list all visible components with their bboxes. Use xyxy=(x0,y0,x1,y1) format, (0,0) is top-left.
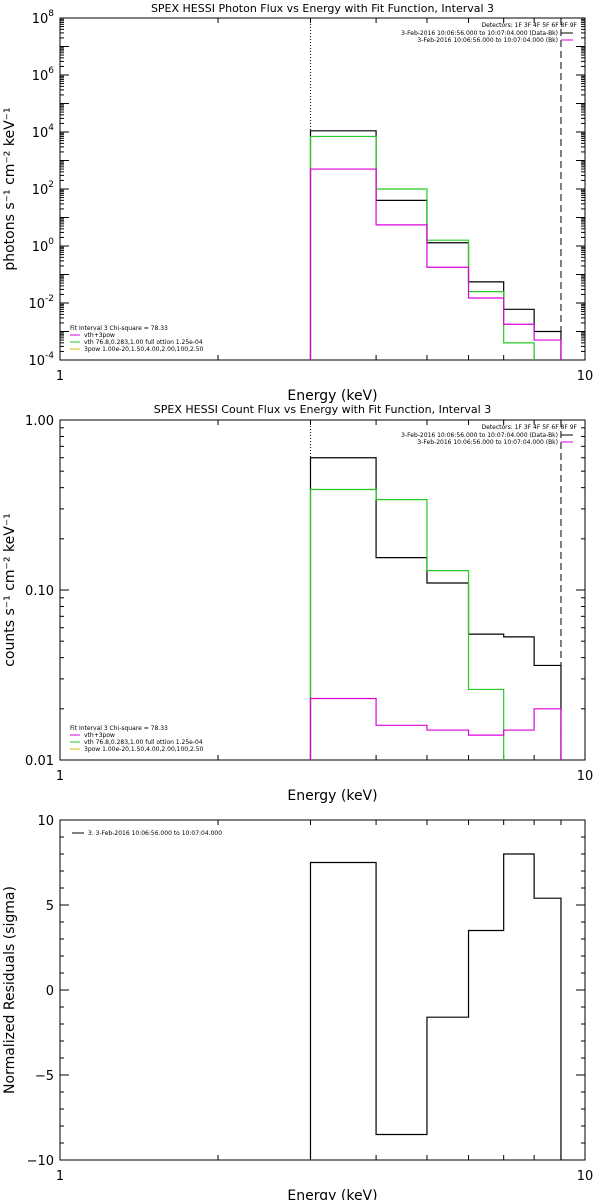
legend-bottom-entry: vth+3pow xyxy=(84,332,115,339)
chart-title: SPEX HESSI Count Flux vs Energy with Fit… xyxy=(154,403,491,416)
x-tick-label: 1 xyxy=(56,769,64,784)
y-axis-label: Normalized Residuals (sigma) xyxy=(2,886,18,1094)
y-tick-label: −10 xyxy=(27,1154,54,1169)
data-series-group xyxy=(309,457,562,760)
legend-top-entry: 3-Feb-2016 10:06:56.000 to 10:07:04.000 … xyxy=(401,30,558,37)
x-tick-label: 1 xyxy=(56,1169,64,1184)
y-tick-exponent: 4 xyxy=(48,123,54,133)
legend-top-entry: 3. 3-Feb-2016 10:06:56.000 to 10:07:04.0… xyxy=(88,830,222,837)
y-tick-label: 0.01 xyxy=(25,754,54,769)
series-histogram-1 xyxy=(309,135,535,360)
y-tick-base: 10 xyxy=(32,183,49,198)
legend-bottom-heading: Fit Interval 3 Chi-square = 78.33 xyxy=(70,725,168,732)
y-tick-exponent: -2 xyxy=(45,294,54,304)
series-histogram-1 xyxy=(309,488,505,760)
count-flux-panel: SPEX HESSI Count Flux vs Energy with Fit… xyxy=(2,403,593,804)
y-tick-label: 100 xyxy=(32,237,55,255)
legend-bottom-entry: vth+3pow xyxy=(84,732,115,739)
x-tick-label: 10 xyxy=(577,769,594,784)
y-tick-base: 10 xyxy=(32,240,49,255)
legend-bottom-entry: 3pow 1.00e-20,1.50,4.00,2.00,100,2.50 xyxy=(84,746,204,753)
x-tick-label: 10 xyxy=(577,369,594,384)
y-tick-base: 10 xyxy=(28,354,45,369)
y-tick-base: 10 xyxy=(32,12,49,27)
series-histogram-0 xyxy=(309,457,562,760)
y-tick-base: 10 xyxy=(32,126,49,141)
series-histogram-0 xyxy=(309,130,562,360)
y-tick-exponent: 6 xyxy=(48,66,54,76)
x-tick-label: 1 xyxy=(56,369,64,384)
y-tick-label: −5 xyxy=(35,1069,54,1084)
y-tick-label: 10-2 xyxy=(28,294,54,312)
y-tick-label: 0 xyxy=(46,984,54,999)
legend-top-entry: 3-Feb-2016 10:06:56.000 to 10:07:04.000 … xyxy=(401,432,558,439)
legend-top-entry: 3-Feb-2016 10:06:56.000 to 10:07:04.000 … xyxy=(417,439,558,446)
y-axis-label: counts s⁻¹ cm⁻² keV⁻¹ xyxy=(2,513,18,667)
y-tick-label: 5 xyxy=(46,899,54,914)
series-histogram-2 xyxy=(309,168,562,360)
series-histogram-0 xyxy=(309,853,562,1160)
y-tick-label: 106 xyxy=(32,66,55,84)
x-axis-label: Energy (keV) xyxy=(287,388,377,404)
y-tick-label: 1.00 xyxy=(25,414,54,429)
plot-frame xyxy=(59,819,586,1161)
legend-bottom-heading: Fit Interval 3 Chi-square = 78.33 xyxy=(70,325,168,332)
y-tick-exponent: 8 xyxy=(48,9,54,19)
y-axis-label: photons s⁻¹ cm⁻² keV⁻¹ xyxy=(2,107,18,270)
data-series-group xyxy=(309,853,562,1160)
y-tick-label: 0.10 xyxy=(25,584,54,599)
residuals-panel: 1 10 Energy (keV) −10 −5 0 5 10 Normalized Resid… xyxy=(2,814,593,1200)
plot-frame xyxy=(59,419,586,761)
x-axis-label: Energy (keV) xyxy=(287,788,377,804)
y-tick-exponent: 2 xyxy=(48,180,54,190)
series-histogram-2 xyxy=(309,697,562,760)
y-tick-label: 10 xyxy=(37,814,54,829)
y-tick-base: 10 xyxy=(32,69,49,84)
x-axis-label: Energy (keV) xyxy=(287,1188,377,1200)
legend-top-heading: Detectors: 1F 3F 4F 5F 6F 8F 9F xyxy=(481,424,577,431)
y-tick-exponent: 0 xyxy=(48,237,54,247)
y-tick-label: 10-4 xyxy=(28,351,54,369)
plot-frame xyxy=(59,17,586,361)
y-tick-label: 104 xyxy=(32,123,55,141)
legend-top-heading: Detectors: 1F 3F 4F 5F 6F 8F 9F xyxy=(481,22,577,29)
legend-bottom-entry: vth 76.8,0.283,1.00 full ottion 1.25e-04 xyxy=(84,739,203,746)
legend-top-entry: 3-Feb-2016 10:06:56.000 to 10:07:04.000 … xyxy=(417,37,558,44)
y-tick-label: 102 xyxy=(32,180,54,198)
photon-flux-panel: SPEX HESSI Photon Flux vs Energy with Fi… xyxy=(2,2,593,404)
legend-bottom-entry: vth 76.8,0.283,1.00 full ottion 1.25e-04 xyxy=(84,339,203,346)
y-tick-label: 108 xyxy=(32,9,55,27)
chart-title: SPEX HESSI Photon Flux vs Energy with Fi… xyxy=(151,2,494,15)
legend-bottom-entry: 3pow 1.00e-20,1.50,4.00,2.00,100,2.50 xyxy=(84,346,204,353)
y-tick-base: 10 xyxy=(28,297,45,312)
y-tick-exponent: -4 xyxy=(45,351,54,361)
x-tick-label: 10 xyxy=(577,1169,594,1184)
data-series-group xyxy=(309,130,562,360)
